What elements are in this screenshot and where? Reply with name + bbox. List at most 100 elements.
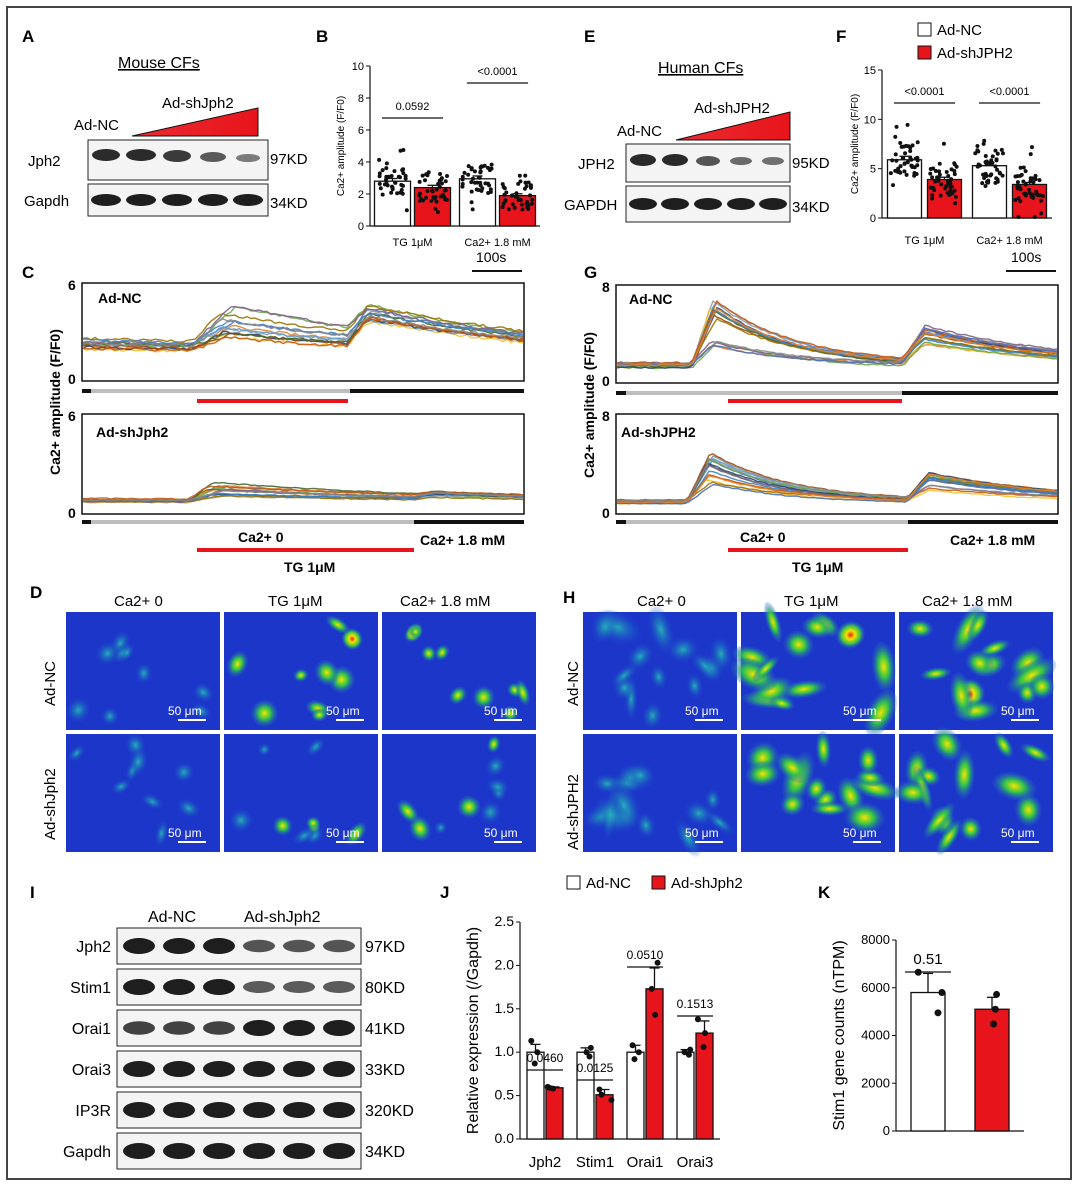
panel-letter-a: A — [22, 27, 34, 46]
legend-swatch-sh — [917, 45, 932, 60]
panel-e-title: Human CFs — [658, 60, 743, 77]
panel-letter-f: F — [836, 27, 846, 46]
data-point — [393, 180, 398, 185]
data-point — [1033, 173, 1038, 178]
panel-letter-d: D — [30, 583, 42, 602]
data-point — [423, 178, 428, 183]
data-point — [489, 166, 494, 171]
data-point — [470, 207, 475, 212]
cell-signal — [434, 644, 450, 661]
data-point — [631, 1056, 638, 1063]
blot-label-jph2: Jph2 — [28, 153, 61, 170]
data-point — [898, 164, 903, 169]
data-point — [908, 149, 913, 154]
panel-letter-b: B — [316, 27, 328, 46]
cond-label-tg: TG 1μM — [792, 559, 843, 575]
cell-signal — [408, 625, 423, 639]
p-value-label: <0.0001 — [989, 86, 1029, 98]
data-point — [983, 154, 988, 159]
data-point — [424, 172, 429, 177]
data-point — [444, 197, 449, 202]
cell-signal — [141, 793, 164, 810]
data-point — [433, 206, 438, 211]
data-point — [469, 189, 474, 194]
data-point — [515, 194, 520, 199]
blot-label-gapdh: Gapdh — [24, 193, 69, 210]
legend-label-sh: Ad-shJph2 — [671, 875, 743, 892]
data-point — [975, 143, 980, 148]
chart-k: K 0 2000 4000 6000 8000 Stim1 gene counts (nT… — [818, 883, 1024, 1138]
panel-c: C 100s Ad-NC Ad-shJph2 6 0 6 0 Ca2+ ampl… — [22, 249, 525, 575]
data-point — [934, 1009, 942, 1017]
blot-band — [163, 1143, 195, 1159]
legend-label-sh: Ad-shJPH2 — [937, 45, 1013, 62]
trace-label-nc: Ad-NC — [98, 290, 142, 306]
ytick-top-max: 8 — [602, 279, 610, 295]
data-point — [953, 194, 958, 199]
data-point — [440, 192, 445, 197]
data-point — [502, 186, 507, 191]
data-point — [519, 202, 524, 207]
dose-wedge — [131, 107, 259, 137]
panel-letter-i: I — [30, 883, 35, 902]
cell-signal — [1028, 673, 1055, 700]
data-point — [990, 1020, 998, 1028]
time-scale-label: 100s — [476, 249, 506, 265]
cell-signal — [949, 671, 974, 720]
cell-signal — [325, 615, 350, 634]
blot-band — [123, 979, 155, 995]
data-point — [901, 144, 906, 149]
ytick-top-max: 6 — [68, 277, 76, 293]
y-tick-label: 15 — [864, 65, 876, 77]
blot-label-jph2-human: JPH2 — [578, 156, 615, 173]
cell-signal — [226, 650, 249, 678]
data-point — [1023, 182, 1028, 187]
cell-signal — [647, 604, 675, 655]
image-col-ca0: Ca2+ 0 — [637, 593, 686, 610]
cell-signal — [229, 808, 253, 833]
calcium-trace — [616, 473, 1058, 504]
cell-signal — [306, 737, 326, 757]
p-value-label: 0.0592 — [396, 101, 430, 113]
x-tick-label: Stim1 — [576, 1154, 614, 1171]
cell-signal — [176, 798, 201, 818]
data-point — [598, 1091, 605, 1098]
cell-signal — [871, 641, 896, 693]
blot-row-label: Orai3 — [72, 1062, 111, 1079]
data-point — [418, 197, 423, 202]
blot-kd-gapdh: 34KD — [270, 195, 308, 212]
data-point — [936, 178, 941, 183]
data-point — [479, 164, 484, 169]
cell-signal — [769, 696, 795, 711]
scale-bar-label: 50 μm — [1001, 826, 1035, 840]
data-point — [949, 177, 954, 182]
data-point — [687, 1046, 694, 1053]
calcium-images-h: 50 μm 50 μm 50 μm 50 μm 50 μm 50 μm — [583, 601, 1057, 858]
y-tick-label: 2.5 — [495, 913, 515, 929]
data-point — [439, 181, 444, 186]
panel-e: E Human CFs Ad-shJPH2 Ad-NC JPH2 GAPDH 9… — [564, 27, 830, 223]
cell-signal — [932, 727, 962, 761]
panel-i: I Ad-NC Ad-shJph2 Jph2 97KD Stim1 80KD Orai1… — [30, 883, 414, 1170]
data-point — [435, 210, 440, 215]
blot-band — [323, 939, 355, 953]
panel-e-treat-label: Ad-shJPH2 — [694, 100, 770, 117]
panel-letter-j: J — [440, 883, 449, 902]
traces-c-top — [82, 303, 524, 353]
data-point — [945, 190, 950, 195]
data-point — [531, 1060, 538, 1067]
calcium-trace — [82, 305, 524, 346]
chart-j: J Ad-NC Ad-shJph2 0.0 0.5 1.0 1.5 2.0 2.5 Rela… — [440, 875, 743, 1171]
data-point — [443, 188, 448, 193]
data-point — [908, 155, 913, 160]
blot-band — [283, 939, 315, 953]
cell-signal — [100, 706, 119, 726]
cond-label-ca0: Ca2+ 0 — [238, 529, 284, 545]
data-point — [952, 188, 957, 193]
cell-signal — [293, 668, 309, 682]
data-point — [994, 157, 999, 162]
scale-bar-label: 50 μm — [843, 704, 877, 718]
bar-Ad-shJph2-gene counts — [974, 1008, 1010, 1132]
cell-signal — [642, 702, 663, 729]
data-point — [982, 138, 987, 143]
